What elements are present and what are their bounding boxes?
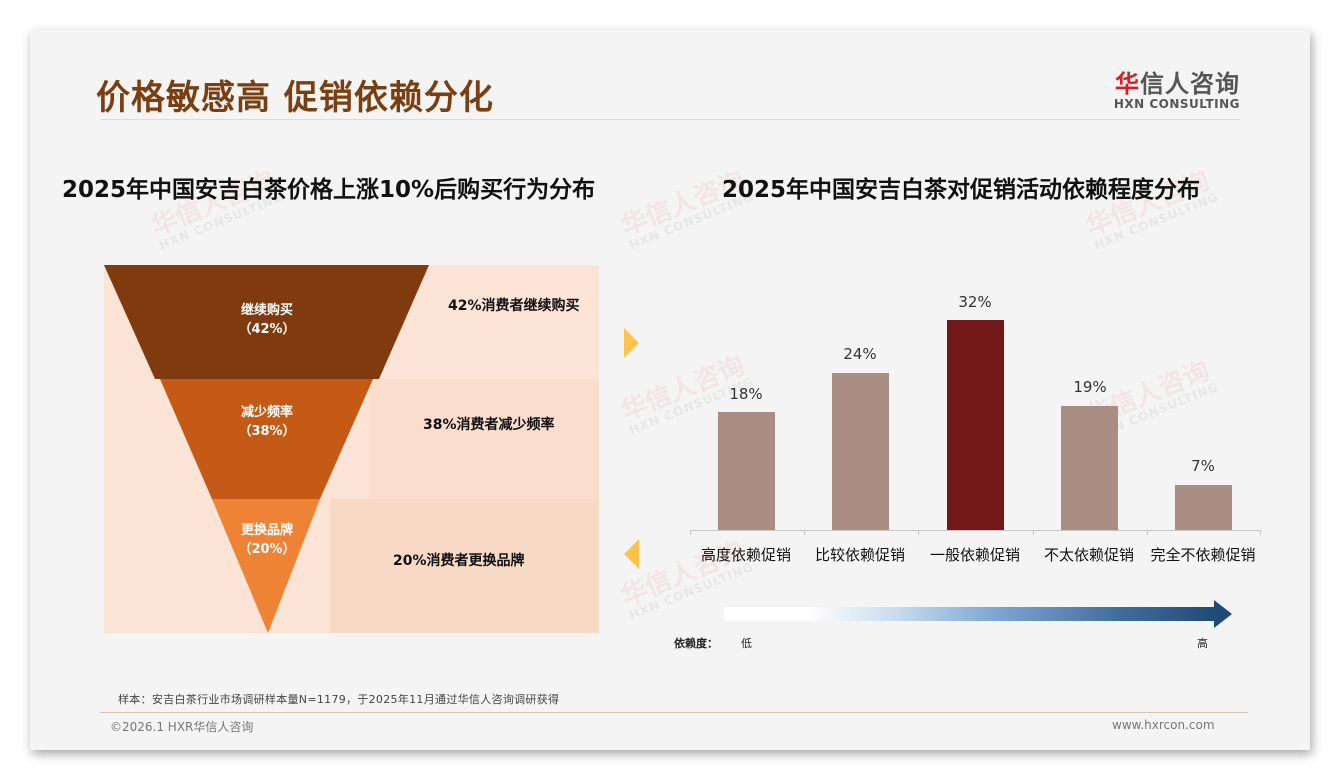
x-axis-label: 完全不依赖促销 bbox=[1150, 546, 1256, 564]
funnel-segment-switch bbox=[212, 499, 320, 633]
funnel-label: 继续购买 （42%） bbox=[238, 303, 296, 337]
x-axis-label: 不太依赖促销 bbox=[1043, 546, 1134, 564]
funnel-description: 38%消费者减少频率 bbox=[423, 417, 555, 433]
bar-value-label: 32% bbox=[958, 293, 992, 311]
bar-value-label: 19% bbox=[1073, 378, 1107, 396]
bar-high-dependence bbox=[718, 412, 775, 530]
funnel-label: 减少频率 （38%） bbox=[238, 405, 296, 439]
triangle-right-icon bbox=[624, 328, 639, 358]
bar-value-label: 24% bbox=[843, 345, 877, 363]
sample-footnote: 样本：安吉白茶行业市场调研样本量N=1179，于2025年11月通过华信人咨询调… bbox=[118, 693, 560, 706]
scale-label: 依赖度： bbox=[674, 637, 718, 650]
x-axis-label: 比较依赖促销 bbox=[814, 546, 905, 564]
funnel-chart bbox=[104, 265, 599, 633]
triangle-left-icon bbox=[624, 539, 639, 569]
dependence-gradient-bar bbox=[724, 607, 1214, 621]
website-link[interactable]: www.hxrcon.com bbox=[1112, 718, 1215, 732]
funnel-segment-reduce bbox=[160, 379, 373, 499]
bar-fairly-dependent bbox=[832, 373, 889, 530]
bar-value-label: 7% bbox=[1191, 457, 1215, 475]
funnel-label: 更换品牌 （20%） bbox=[238, 523, 296, 557]
x-axis-label: 一般依赖促销 bbox=[929, 546, 1020, 564]
funnel-chart-title: 2025年中国安吉白茶价格上涨10%后购买行为分布 bbox=[62, 177, 596, 203]
title-divider bbox=[100, 119, 1240, 120]
copyright: ©2026.1 HXR华信人咨询 bbox=[110, 720, 254, 734]
funnel-description: 20%消费者更换品牌 bbox=[393, 553, 525, 569]
bar-moderate-dependence bbox=[947, 320, 1004, 530]
bar-chart-title: 2025年中国安吉白茶对促销活动依赖程度分布 bbox=[722, 177, 1201, 203]
scale-low-label: 低 bbox=[741, 637, 752, 650]
scale-high-label: 高 bbox=[1197, 637, 1208, 650]
bar-value-label: 18% bbox=[729, 385, 763, 403]
company-logo: 华信人咨询 HXN CONSULTING bbox=[1113, 70, 1240, 111]
footer-divider bbox=[100, 712, 1248, 713]
funnel-description: 42%消费者继续购买 bbox=[448, 298, 580, 314]
page-title: 价格敏感高 促销依赖分化 bbox=[96, 78, 494, 118]
x-axis-label: 高度依赖促销 bbox=[700, 546, 791, 564]
bar-slightly-dependent bbox=[1061, 406, 1118, 530]
funnel-segment-continue bbox=[104, 265, 429, 379]
arrow-right-icon bbox=[1214, 600, 1232, 628]
x-axis bbox=[690, 530, 1260, 531]
bar-not-dependent bbox=[1175, 485, 1232, 530]
slide: 华信人咨询 HXN CONSULTING 华信人咨询 HXN CONSULTING … bbox=[30, 30, 1310, 750]
